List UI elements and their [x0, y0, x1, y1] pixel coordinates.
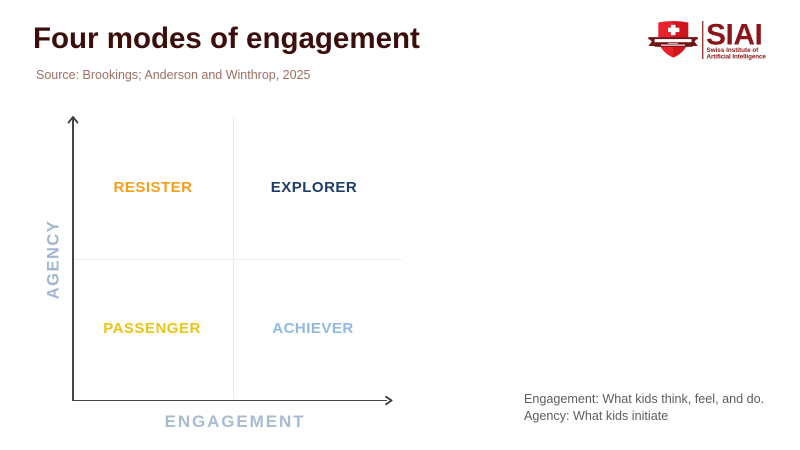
svg-text:Swiss Institute of: Swiss Institute of: [707, 47, 760, 54]
svg-text:Artificial Intelligence: Artificial Intelligence: [707, 53, 767, 60]
svg-text:SIAI: SIAI: [706, 18, 762, 51]
